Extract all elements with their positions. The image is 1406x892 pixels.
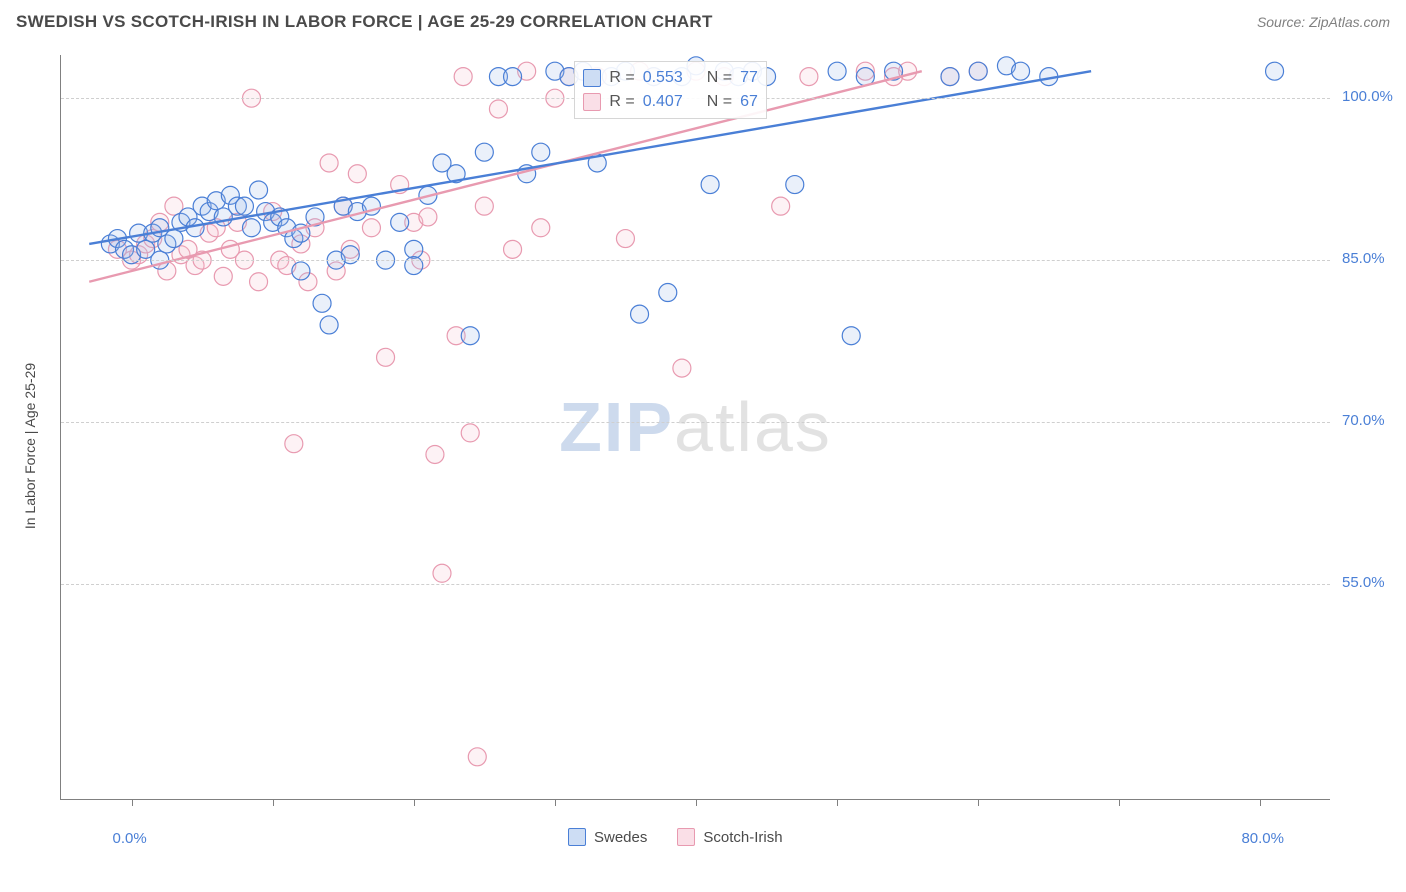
gridline-h: [61, 260, 1330, 261]
data-point: [377, 348, 395, 366]
data-point: [468, 748, 486, 766]
data-point: [772, 197, 790, 215]
data-point: [828, 62, 846, 80]
chart-header: SWEDISH VS SCOTCH-IRISH IN LABOR FORCE |…: [0, 0, 1406, 44]
data-point: [433, 564, 451, 582]
data-point: [405, 240, 423, 258]
legend-swatch: [677, 828, 695, 846]
legend-swatch: [568, 828, 586, 846]
x-tick: [132, 799, 133, 806]
data-point: [362, 219, 380, 237]
data-point: [631, 305, 649, 323]
data-point: [426, 445, 444, 463]
n-label: N =: [707, 69, 732, 87]
data-point: [214, 267, 232, 285]
x-tick: [1260, 799, 1261, 806]
data-point: [475, 143, 493, 161]
data-point: [320, 316, 338, 334]
series-legend: Swedes Scotch-Irish: [568, 828, 805, 846]
x-tick: [837, 799, 838, 806]
y-tick-label: 100.0%: [1342, 88, 1393, 105]
data-point: [165, 230, 183, 248]
x-tick: [696, 799, 697, 806]
data-point: [969, 62, 987, 80]
source-name: ZipAtlas.com: [1309, 14, 1390, 30]
data-point: [461, 424, 479, 442]
y-tick-label: 70.0%: [1342, 412, 1385, 429]
data-point: [313, 294, 331, 312]
n-label: N =: [707, 93, 732, 111]
n-value: 77: [740, 69, 758, 87]
data-point: [235, 197, 253, 215]
correlation-legend-row: R = 0.407 N = 67: [583, 90, 758, 114]
data-point: [454, 68, 472, 86]
data-point: [701, 176, 719, 194]
data-point: [504, 240, 522, 258]
data-point: [659, 284, 677, 302]
r-value: 0.407: [643, 93, 683, 111]
data-point: [616, 230, 634, 248]
n-value: 67: [740, 93, 758, 111]
y-tick-label: 85.0%: [1342, 250, 1385, 267]
r-value: 0.553: [643, 69, 683, 87]
r-label: R =: [609, 93, 634, 111]
data-point: [320, 154, 338, 172]
x-tick: [978, 799, 979, 806]
data-point: [532, 143, 550, 161]
data-point: [292, 262, 310, 280]
data-point: [489, 100, 507, 118]
x-tick: [1119, 799, 1120, 806]
legend-swatch: [583, 69, 601, 87]
x-tick-label: 80.0%: [1241, 830, 1284, 847]
data-point: [800, 68, 818, 86]
x-tick: [273, 799, 274, 806]
data-point: [786, 176, 804, 194]
gridline-h: [61, 422, 1330, 423]
data-point: [285, 435, 303, 453]
chart-container: SWEDISH VS SCOTCH-IRISH IN LABOR FORCE |…: [0, 0, 1406, 892]
source-prefix: Source:: [1257, 14, 1309, 30]
correlation-legend: R = 0.553 N = 77 R = 0.407 N = 67: [574, 61, 767, 119]
data-point: [461, 327, 479, 345]
data-point: [941, 68, 959, 86]
data-point: [504, 68, 522, 86]
chart-svg: [61, 55, 1330, 799]
data-point: [243, 219, 261, 237]
x-tick: [555, 799, 556, 806]
data-point: [475, 197, 493, 215]
data-point: [391, 213, 409, 231]
correlation-legend-row: R = 0.553 N = 77: [583, 66, 758, 90]
data-point: [1012, 62, 1030, 80]
data-point: [842, 327, 860, 345]
chart-title: SWEDISH VS SCOTCH-IRISH IN LABOR FORCE |…: [16, 12, 713, 32]
data-point: [348, 165, 366, 183]
data-point: [250, 273, 268, 291]
legend-label: Scotch-Irish: [703, 829, 782, 846]
legend-label: Swedes: [594, 829, 647, 846]
data-point: [419, 208, 437, 226]
x-tick-label: 0.0%: [113, 830, 147, 847]
plot-area: ZIPatlas: [60, 55, 1330, 800]
data-point: [532, 219, 550, 237]
y-axis-title: In Labor Force | Age 25-29: [22, 363, 38, 529]
gridline-h: [61, 584, 1330, 585]
data-point: [673, 359, 691, 377]
data-point: [1266, 62, 1284, 80]
r-label: R =: [609, 69, 634, 87]
data-point: [250, 181, 268, 199]
x-tick: [414, 799, 415, 806]
y-tick-label: 55.0%: [1342, 574, 1385, 591]
source-attribution: Source: ZipAtlas.com: [1257, 14, 1390, 30]
legend-swatch: [583, 93, 601, 111]
